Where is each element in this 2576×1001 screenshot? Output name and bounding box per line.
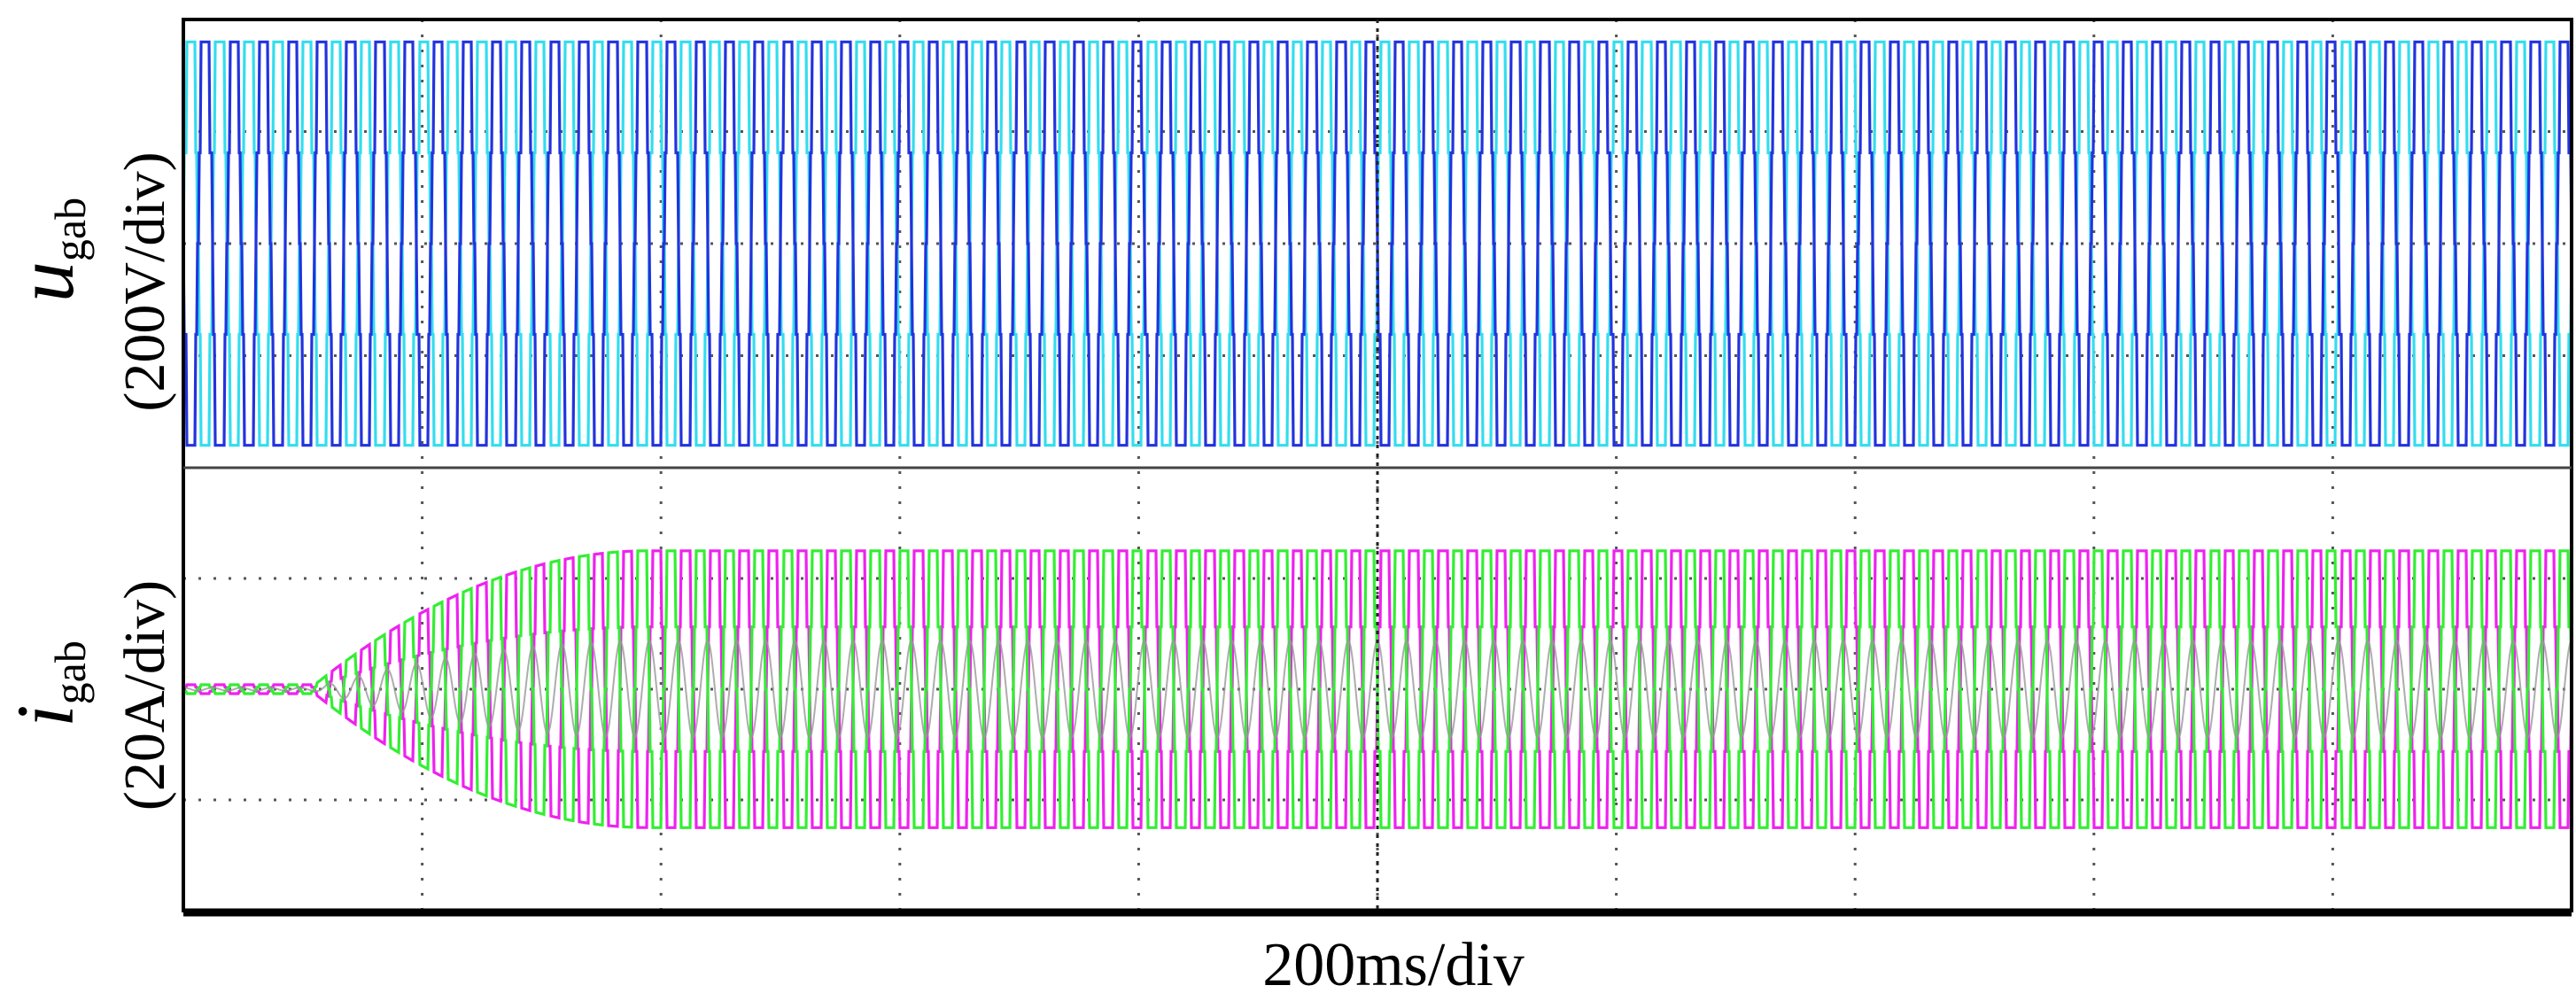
scope-grid <box>183 19 2572 911</box>
voltage-axis-label: ugab (200V/div) <box>0 151 177 411</box>
time-scale-label: 200ms/div <box>1262 931 1525 999</box>
current-symbol: i <box>0 704 90 727</box>
scope-frame <box>182 18 2573 917</box>
voltage-symbol: u <box>0 261 90 302</box>
svg-text:ugab: ugab <box>0 198 95 302</box>
voltage-scale-label: (200V/div) <box>113 151 177 411</box>
current-subscript: gab <box>45 640 95 704</box>
trace-i_gb <box>182 549 2573 829</box>
current-scale-label: (20A/div) <box>113 580 177 811</box>
svg-text:igab: igab <box>0 640 95 727</box>
voltage-subscript: gab <box>45 198 95 261</box>
current-axis-label: igab (20A/div) <box>0 580 177 811</box>
